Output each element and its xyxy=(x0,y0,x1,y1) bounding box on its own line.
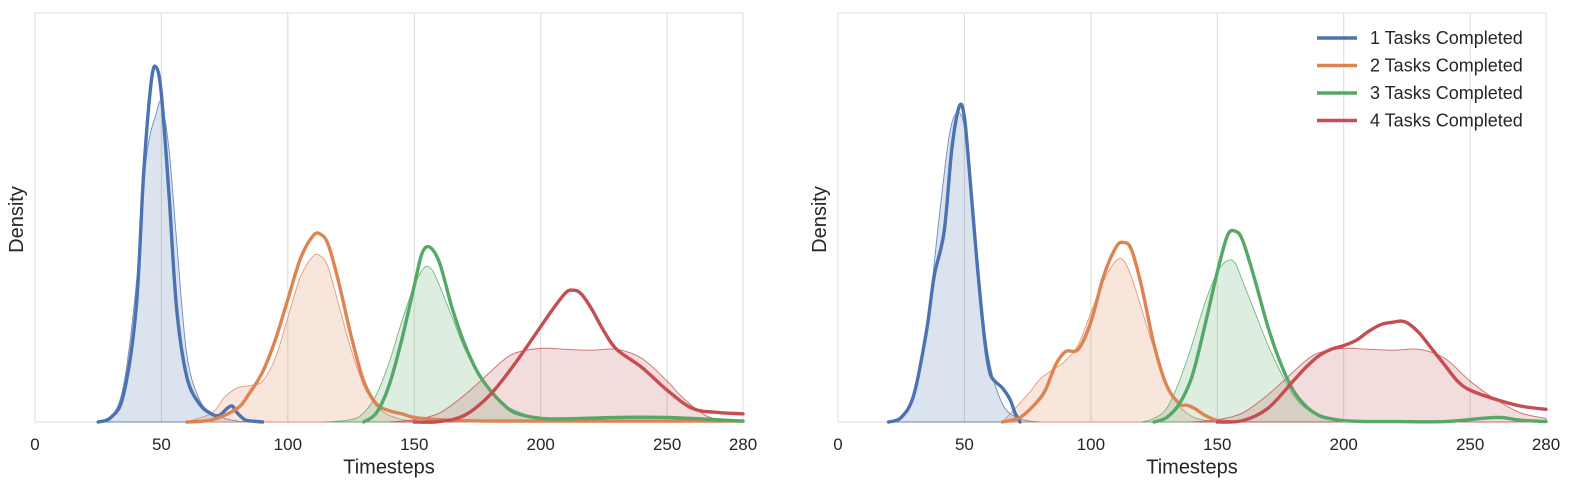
x-tick-label-50: 50 xyxy=(955,435,974,454)
density-fill-2 xyxy=(186,253,440,423)
chart-right: 0 50 100 150 200 250 280 Timesteps Density 1 Task… xyxy=(809,12,1560,479)
x-tick-label-250: 250 xyxy=(653,435,681,454)
density-line-3 xyxy=(1152,228,1548,424)
legend-label-2: 2 Tasks Completed xyxy=(1370,56,1523,76)
legend: 1 Tasks Completed 2 Tasks Completed 3 Task… xyxy=(1317,28,1523,131)
density-fill-4 xyxy=(1191,347,1547,423)
x-tick-label-150: 150 xyxy=(1203,435,1231,454)
legend-label-4: 4 Tasks Completed xyxy=(1370,111,1523,131)
x-tick-label-100: 100 xyxy=(274,435,302,454)
density-line-1 xyxy=(886,102,1022,424)
density-line-4 xyxy=(412,288,745,424)
density-line-4 xyxy=(1215,319,1548,424)
density-line-2 xyxy=(185,231,745,424)
chart-left: 0 50 100 150 200 250 280 Timesteps Density xyxy=(6,12,757,479)
y-axis-title: Density xyxy=(809,186,831,253)
density-line-3 xyxy=(362,244,745,424)
y-axis-title: Density xyxy=(6,186,28,253)
x-axis-title: Timesteps xyxy=(343,457,435,479)
x-tick-label-200: 200 xyxy=(1330,435,1358,454)
density-line-2 xyxy=(1000,240,1232,424)
x-tick-label-280: 280 xyxy=(729,435,757,454)
x-tick-label-100: 100 xyxy=(1077,435,1105,454)
x-tick-label-0: 0 xyxy=(833,435,842,454)
x-tick-label-250: 250 xyxy=(1456,435,1484,454)
x-tick-label-150: 150 xyxy=(400,435,428,454)
x-tick-label-0: 0 xyxy=(30,435,39,454)
density-fill-1 xyxy=(888,112,1041,423)
x-axis-title: Timesteps xyxy=(1146,457,1238,479)
x-tick-label-50: 50 xyxy=(152,435,171,454)
x-tick-label-200: 200 xyxy=(527,435,555,454)
legend-label-3: 3 Tasks Completed xyxy=(1370,83,1523,103)
legend-label-1: 1 Tasks Completed xyxy=(1370,28,1523,48)
x-tick-label-280: 280 xyxy=(1532,435,1560,454)
